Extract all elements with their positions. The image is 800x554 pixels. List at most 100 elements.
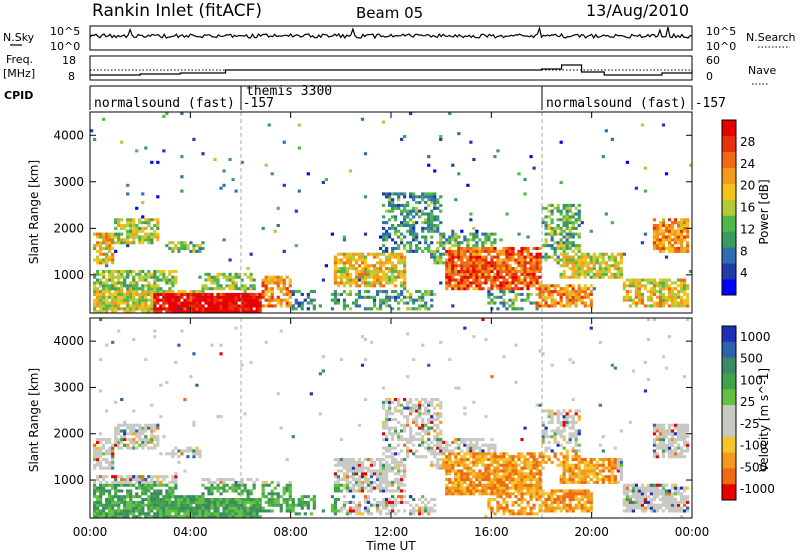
heatmap-cell bbox=[93, 449, 97, 453]
heatmap-cell bbox=[384, 255, 389, 259]
heatmap-cell bbox=[219, 503, 223, 507]
heatmap-cell bbox=[472, 486, 476, 490]
heatmap-cell bbox=[571, 290, 575, 294]
heatmap-cell bbox=[571, 264, 575, 268]
heatmap-cell bbox=[601, 275, 605, 279]
heatmap-cell bbox=[123, 295, 127, 299]
heatmap-cell bbox=[219, 498, 223, 502]
heatmap-cell bbox=[174, 495, 178, 499]
heatmap-cell bbox=[397, 460, 401, 464]
heatmap-cell bbox=[526, 500, 530, 504]
heatmap-cell bbox=[267, 281, 271, 285]
heatmap-cell bbox=[102, 478, 106, 482]
heatmap-cell bbox=[198, 310, 202, 314]
heatmap-cell bbox=[186, 298, 190, 302]
heatmap-cell bbox=[150, 272, 154, 276]
heatmap-cell bbox=[345, 486, 350, 490]
heatmap-cell bbox=[108, 269, 112, 273]
heatmap-cell bbox=[682, 229, 687, 233]
heatmap-cell bbox=[279, 278, 283, 282]
heatmap-cell bbox=[108, 503, 112, 507]
heatmap-cell bbox=[598, 252, 602, 256]
heatmap-cell bbox=[351, 466, 356, 470]
heatmap-cell bbox=[267, 298, 271, 302]
heatmap-cell bbox=[375, 469, 380, 473]
heatmap-cell bbox=[496, 261, 500, 265]
heatmap-cell bbox=[544, 301, 548, 305]
heatmap-cell bbox=[129, 503, 133, 507]
heatmap-cell bbox=[354, 261, 359, 265]
heatmap-cell bbox=[400, 480, 404, 484]
heatmap-cell bbox=[448, 241, 452, 245]
heatmap-cell bbox=[99, 503, 103, 507]
heatmap-cell bbox=[400, 403, 404, 407]
heatmap-cell bbox=[219, 298, 223, 302]
heatmap-cell bbox=[529, 278, 533, 282]
heatmap-cell bbox=[111, 232, 115, 236]
heatmap-cell bbox=[93, 244, 97, 248]
heatmap-cell bbox=[150, 423, 154, 427]
heatmap-cell bbox=[156, 269, 160, 273]
heatmap-cell bbox=[132, 269, 136, 273]
heatmap-cell bbox=[387, 218, 392, 222]
heatmap-cell bbox=[303, 500, 307, 504]
velocity-heatmap-cells bbox=[93, 318, 690, 519]
heatmap-cell bbox=[99, 446, 103, 450]
heatmap-cell bbox=[535, 492, 539, 496]
heatmap-cell bbox=[487, 290, 491, 294]
heatmap-cell bbox=[264, 298, 268, 302]
heatmap-cell bbox=[249, 272, 253, 276]
heatmap-cell bbox=[487, 498, 491, 502]
heatmap-cell bbox=[550, 506, 554, 510]
heatmap-cell bbox=[493, 241, 497, 245]
heatmap-cell bbox=[114, 515, 118, 519]
heatmap-cell bbox=[475, 452, 479, 456]
heatmap-cell bbox=[156, 218, 160, 222]
heatmap-cell bbox=[357, 506, 362, 510]
heatmap-cell bbox=[544, 232, 548, 236]
heatmap-cell bbox=[348, 458, 353, 462]
heatmap-cell bbox=[445, 449, 449, 453]
heatmap-cell bbox=[189, 506, 193, 510]
heatmap-cell bbox=[129, 298, 133, 302]
heatmap-cell bbox=[357, 264, 362, 268]
heatmap-cell bbox=[394, 458, 398, 462]
heatmap-cell bbox=[511, 475, 515, 479]
heatmap-cell bbox=[354, 292, 359, 296]
heatmap-cell bbox=[538, 246, 542, 251]
heatmap-cell bbox=[655, 290, 660, 294]
heatmap-cell bbox=[529, 472, 533, 476]
heatmap-cell bbox=[240, 160, 244, 164]
heatmap-cell bbox=[357, 483, 362, 487]
heatmap-cell bbox=[93, 509, 97, 513]
heatmap-cell bbox=[183, 304, 187, 308]
heatmap-cell bbox=[511, 512, 515, 516]
heatmap-cell bbox=[96, 235, 100, 239]
heatmap-cell bbox=[445, 269, 449, 273]
heatmap-cell bbox=[511, 246, 515, 251]
heatmap-cell bbox=[505, 267, 509, 271]
heatmap-cell bbox=[409, 232, 413, 236]
heatmap-cell bbox=[177, 495, 181, 499]
heatmap-cell bbox=[397, 466, 401, 470]
heatmap-cell bbox=[105, 287, 109, 291]
heatmap-cell bbox=[222, 169, 226, 173]
heatmap-cell bbox=[99, 455, 103, 459]
heatmap-cell bbox=[496, 503, 500, 507]
heatmap-cell bbox=[565, 235, 569, 239]
heatmap-cell bbox=[222, 292, 226, 296]
heatmap-cell bbox=[168, 307, 172, 311]
heatmap-cell bbox=[457, 463, 461, 467]
heatmap-cell bbox=[451, 235, 455, 239]
heatmap-cell bbox=[547, 455, 551, 459]
heatmap-cell bbox=[171, 492, 175, 496]
heatmap-cell bbox=[309, 512, 313, 516]
heatmap-cell bbox=[126, 310, 130, 314]
heatmap-cell bbox=[111, 506, 115, 510]
heatmap-cell bbox=[667, 226, 672, 230]
heatmap-cell bbox=[246, 512, 250, 516]
heatmap-cell bbox=[174, 301, 178, 305]
heatmap-cell bbox=[424, 304, 428, 308]
heatmap-cell bbox=[120, 446, 124, 450]
heatmap-cell bbox=[357, 292, 362, 296]
